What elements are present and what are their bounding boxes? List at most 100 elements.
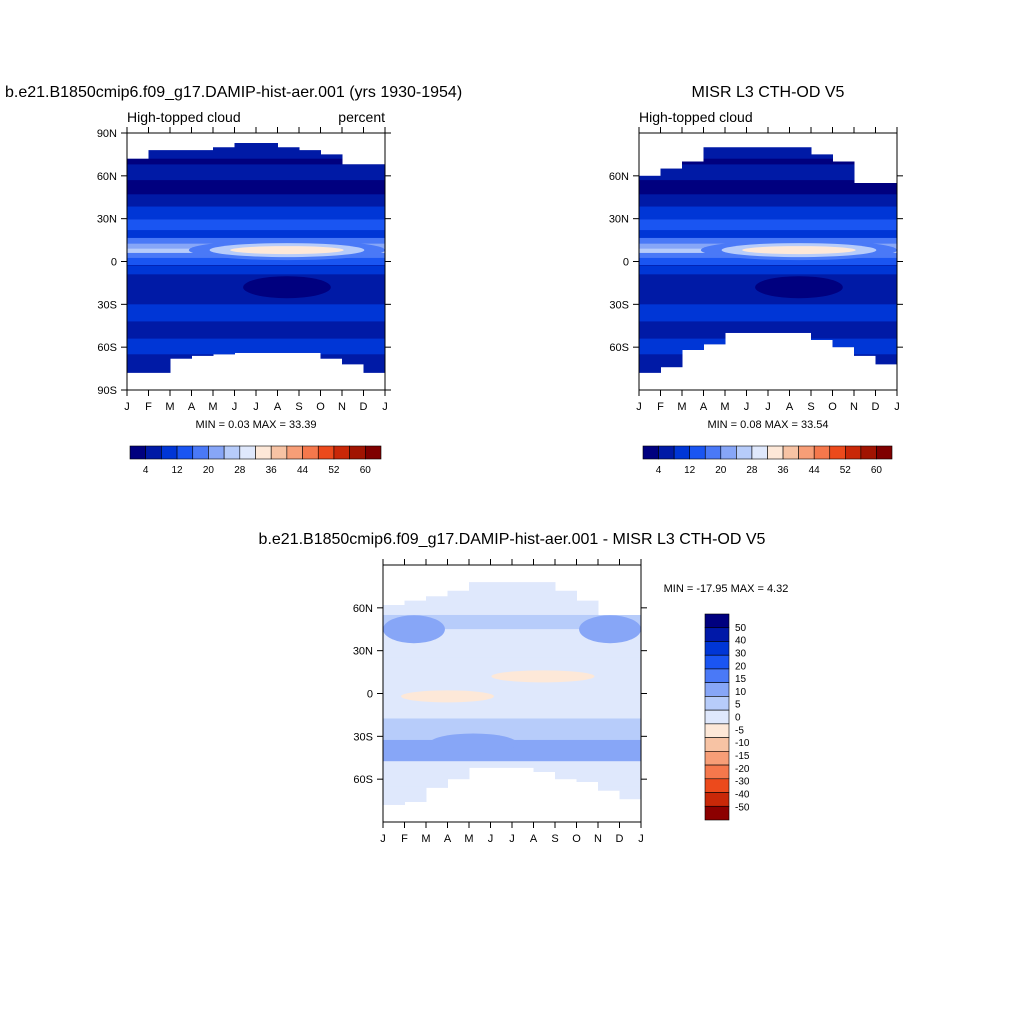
x-tick-label: D: [360, 401, 368, 413]
x-tick-label: O: [316, 401, 325, 413]
y-tick-label: 30S: [609, 299, 629, 311]
colorbar-swatch: [145, 445, 162, 460]
colorbar-swatch: [302, 445, 319, 460]
left-subtitle: High-topped cloud: [127, 109, 241, 125]
colorbar-label: 40: [735, 636, 747, 647]
field-band-16: [639, 321, 897, 339]
x-tick-label: J: [638, 833, 644, 845]
y-tick-label: 30N: [97, 214, 117, 226]
colorbar-swatch: [129, 445, 146, 460]
min-max-stats: MIN = 0.08 MAX = 33.54: [707, 419, 828, 431]
y-tick-label: 30N: [353, 646, 373, 658]
field-band-7: [383, 700, 641, 715]
subsidence-minimum: [243, 276, 331, 299]
x-tick-label: J: [765, 401, 771, 413]
field-band-17: [127, 338, 385, 356]
field-band-5: [127, 219, 385, 233]
colorbar-label: -15: [735, 751, 750, 762]
colorbar-swatch: [176, 445, 194, 460]
colorbar-swatch: [192, 445, 209, 460]
field-band-1: [639, 164, 897, 182]
colorbar-label: -40: [735, 789, 750, 800]
field-band-6: [639, 230, 897, 242]
field: [383, 582, 641, 805]
x-tick-label: N: [338, 401, 346, 413]
colorbar-swatch: [767, 445, 784, 460]
colorbar-swatch: [720, 445, 737, 460]
colorbar-label: 50: [735, 623, 747, 634]
colorbar-swatch: [751, 445, 768, 460]
field-band-18: [127, 354, 385, 369]
colorbar-label: 0: [735, 713, 741, 724]
x-tick-label: M: [720, 401, 729, 413]
itcz-core: [230, 246, 344, 255]
colorbar-swatch: [704, 737, 730, 752]
y-tick-label: 60N: [97, 171, 117, 183]
colorbar: 4 12 20 28 36 44 52 60: [129, 445, 382, 476]
panel-3: b.e21.B1850cmip6.f09_g17.DAMIP-hist-aer.…: [259, 531, 789, 845]
x-tick-label: F: [657, 401, 664, 413]
colorbar-swatch: [813, 445, 831, 460]
colorbar-swatch: [704, 751, 730, 766]
colorbar-label: -20: [735, 764, 750, 775]
x-tick-label: M: [464, 833, 473, 845]
x-tick-label: J: [636, 401, 642, 413]
y-tick-label: 60S: [609, 342, 629, 354]
colorbar-swatch: [704, 778, 730, 793]
x-tick-label: J: [488, 833, 494, 845]
field-band-4: [127, 206, 385, 220]
x-tick-label: M: [421, 833, 430, 845]
field-band-2: [383, 629, 641, 644]
field-band-16: [127, 321, 385, 339]
field: [639, 147, 898, 373]
colorbar-label: 4: [143, 465, 149, 476]
x-tick-label: A: [274, 401, 282, 413]
x-tick-label: N: [594, 833, 602, 845]
colorbar-swatch: [704, 641, 730, 656]
x-tick-label: M: [165, 401, 174, 413]
colorbar-label: 12: [684, 465, 696, 476]
field-band-6: [127, 230, 385, 242]
x-tick-label: M: [208, 401, 217, 413]
y-tick-label: 60S: [97, 342, 117, 354]
colorbar-swatch: [704, 613, 730, 629]
colorbar-swatch: [208, 445, 225, 460]
colorbar-swatch: [270, 445, 288, 460]
x-tick-label: J: [744, 401, 750, 413]
field-band-3: [639, 194, 897, 209]
field-band-12: [639, 265, 897, 275]
colorbar-swatch: [658, 445, 675, 460]
y-tick-label: 90S: [97, 385, 117, 397]
colorbar-label: 60: [871, 465, 883, 476]
x-tick-label: A: [786, 401, 794, 413]
colorbar-swatch: [704, 805, 730, 821]
x-tick-label: J: [509, 833, 515, 845]
colorbar-swatch: [689, 445, 706, 460]
colorbar-swatch: [642, 445, 659, 460]
y-tick-label: 60S: [353, 774, 373, 786]
colorbar-swatch: [673, 445, 690, 460]
field: [127, 142, 385, 373]
field-band-15: [127, 304, 385, 322]
panel-title: b.e21.B1850cmip6.f09_g17.DAMIP-hist-aer.…: [5, 84, 462, 101]
y-tick-label: 30S: [97, 299, 117, 311]
colorbar-label: 52: [840, 465, 852, 476]
field-band-10: [383, 761, 641, 783]
colorbar-label: 5: [735, 700, 741, 711]
colorbar-label: 44: [297, 465, 309, 476]
x-tick-label: S: [551, 833, 558, 845]
colorbar-swatch: [876, 445, 893, 460]
colorbar-label: 20: [715, 465, 727, 476]
colorbar-label: 28: [234, 465, 246, 476]
colorbar: 4 12 20 28 36 44 52 60: [642, 445, 893, 476]
subsidence-minimum: [755, 276, 843, 299]
colorbar-swatch: [845, 445, 862, 460]
field-band-12: [127, 265, 385, 275]
colorbar-label: -10: [735, 738, 750, 749]
colorbar-label: 15: [735, 674, 747, 685]
y-tick-label: 90N: [97, 128, 117, 140]
itcz-core: [742, 246, 856, 255]
field-band-3: [383, 643, 641, 658]
colorbar-label: 44: [809, 465, 821, 476]
